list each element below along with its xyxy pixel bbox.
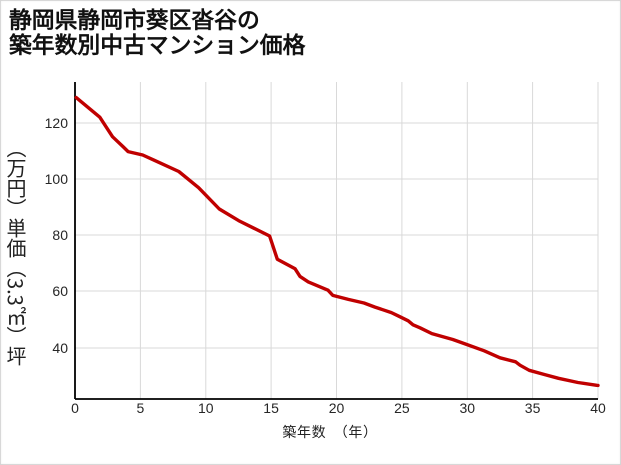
svg-text:80: 80: [52, 227, 68, 243]
svg-text:15: 15: [263, 400, 279, 416]
svg-text:30: 30: [460, 400, 476, 416]
svg-text:25: 25: [394, 400, 410, 416]
svg-text:5: 5: [137, 400, 145, 416]
svg-text:20: 20: [329, 400, 345, 416]
svg-text:40: 40: [52, 340, 68, 356]
svg-text:100: 100: [45, 171, 69, 187]
svg-text:築年数 （年）: 築年数 （年）: [282, 424, 377, 440]
svg-text:0: 0: [71, 400, 79, 416]
svg-text:10: 10: [198, 400, 214, 416]
svg-text:40: 40: [590, 400, 606, 416]
svg-text:35: 35: [525, 400, 541, 416]
svg-text:120: 120: [45, 115, 69, 131]
svg-text:60: 60: [52, 283, 68, 299]
